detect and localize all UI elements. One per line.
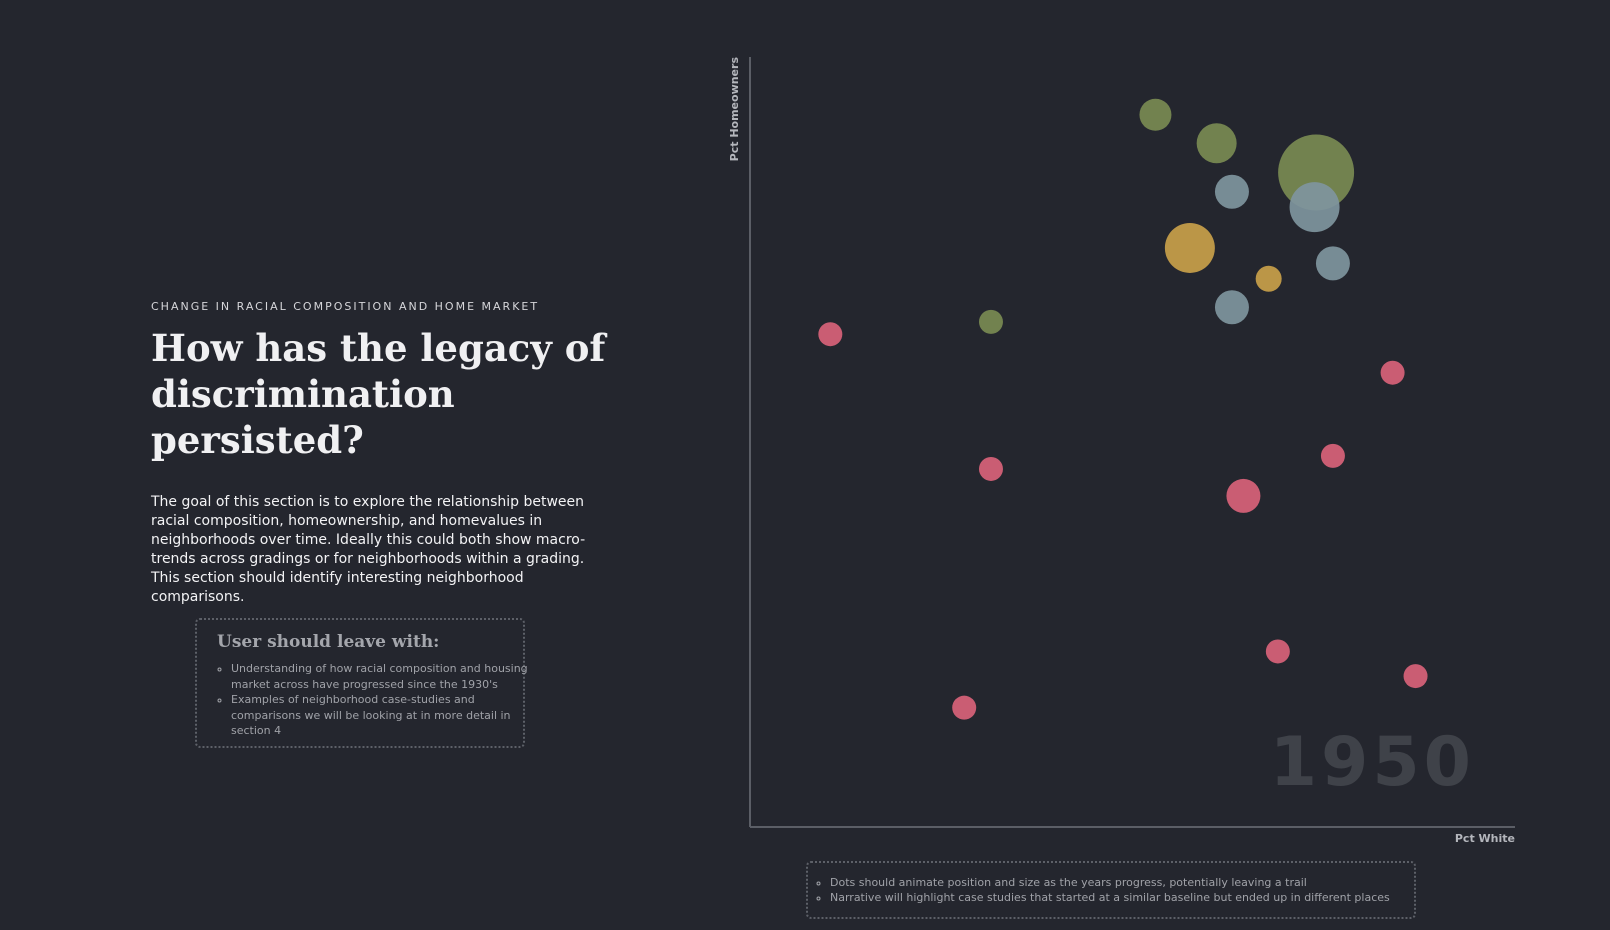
data-point-4: [978, 309, 1003, 334]
takeaway-title: User should leave with:: [217, 632, 440, 652]
section-body: The goal of this section is to explore t…: [151, 494, 586, 605]
data-point-2: [1196, 123, 1237, 164]
data-point-11: [818, 322, 843, 347]
data-point-17: [1403, 664, 1428, 689]
data-point-1: [1139, 98, 1172, 131]
section-intro: CHANGE IN RACIAL COMPOSITION AND HOME MA…: [151, 300, 651, 607]
data-point-12: [1380, 360, 1405, 385]
section-eyebrow: CHANGE IN RACIAL COMPOSITION AND HOME MA…: [151, 300, 540, 313]
year-label: 1950: [1270, 723, 1475, 802]
notes-list: Dots should animate position and size as…: [816, 875, 1414, 905]
data-point-10: [1255, 265, 1282, 292]
headline-line-2: discrimination persisted?: [151, 372, 455, 462]
data-point-18: [952, 695, 977, 720]
points-layer: [818, 98, 1428, 720]
note-item: Dots should animate position and size as…: [830, 875, 1414, 890]
data-point-14: [978, 456, 1003, 481]
data-point-13: [1320, 443, 1345, 468]
data-point-8: [1214, 290, 1249, 325]
x-axis-label: Pct White: [1455, 832, 1515, 845]
section-headline: How has the legacy of discrimination per…: [151, 325, 671, 463]
data-point-15: [1226, 478, 1261, 513]
data-point-9: [1164, 222, 1215, 273]
notes-box: Dots should animate position and size as…: [806, 861, 1416, 919]
data-point-16: [1265, 639, 1290, 664]
data-point-6: [1289, 182, 1340, 233]
takeaway-box: User should leave with: Understanding of…: [195, 618, 528, 748]
scatter-chart: 1950 Pct Homeowners Pct White: [728, 57, 1515, 845]
note-item: Narrative will highlight case studies th…: [830, 890, 1414, 905]
data-point-7: [1315, 246, 1350, 281]
takeaway-item: Examples of neighborhood case-studies an…: [231, 692, 531, 739]
headline-line-1: How has the legacy of: [151, 326, 606, 370]
takeaway-list: Understanding of how racial composition …: [217, 661, 528, 739]
takeaway-item: Understanding of how racial composition …: [231, 661, 531, 692]
data-point-5: [1214, 174, 1249, 209]
y-axis-label: Pct Homeowners: [728, 57, 741, 162]
